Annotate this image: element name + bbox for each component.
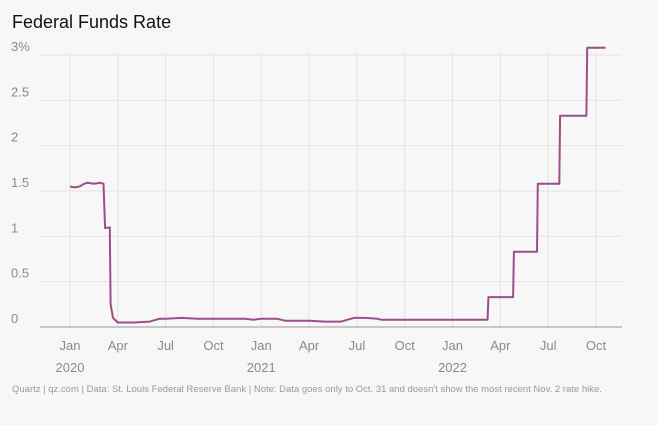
x-tick-label: Jan <box>442 338 463 353</box>
chart-title: Federal Funds Rate <box>12 12 172 32</box>
x-tick-label: Oct <box>395 338 416 353</box>
x-tick-label: Jul <box>349 338 366 353</box>
x-tick-label: Apr <box>108 338 129 353</box>
x-tick-label: Jan <box>60 338 81 353</box>
y-tick-label: 2 <box>11 130 18 145</box>
x-year-label: 2021 <box>247 360 276 375</box>
x-tick-label: Apr <box>299 338 320 353</box>
y-tick-label: 2.5 <box>11 84 29 99</box>
y-tick-label: 0.5 <box>11 266 29 281</box>
series-line-fed-funds-rate <box>69 46 606 324</box>
x-axis-ticks: Jan 2020 Apr Jul Oct Jan 2021 Apr Jul Oct Jan 2022 A… <box>56 338 607 375</box>
y-tick-label: 3% <box>11 39 30 54</box>
y-tick-label: 1 <box>11 220 18 235</box>
gridlines <box>40 52 622 327</box>
x-tick-label: Apr <box>490 338 511 353</box>
x-tick-label: Jul <box>157 338 174 353</box>
x-tick-label: Oct <box>203 338 224 353</box>
x-year-label: 2020 <box>56 360 85 375</box>
y-tick-label: 1.5 <box>11 175 29 190</box>
x-tick-label: Jul <box>540 338 557 353</box>
y-tick-label: 0 <box>11 311 18 326</box>
y-axis-ticks: 0 0.5 1 1.5 2 2.5 3% <box>11 39 30 326</box>
source-note: Quartz | qz.com | Data: St. Louis Federa… <box>12 384 602 395</box>
x-tick-label: Jan <box>251 338 272 353</box>
x-tick-label: Oct <box>586 338 607 353</box>
x-year-label: 2022 <box>438 360 467 375</box>
series-group <box>69 46 606 324</box>
